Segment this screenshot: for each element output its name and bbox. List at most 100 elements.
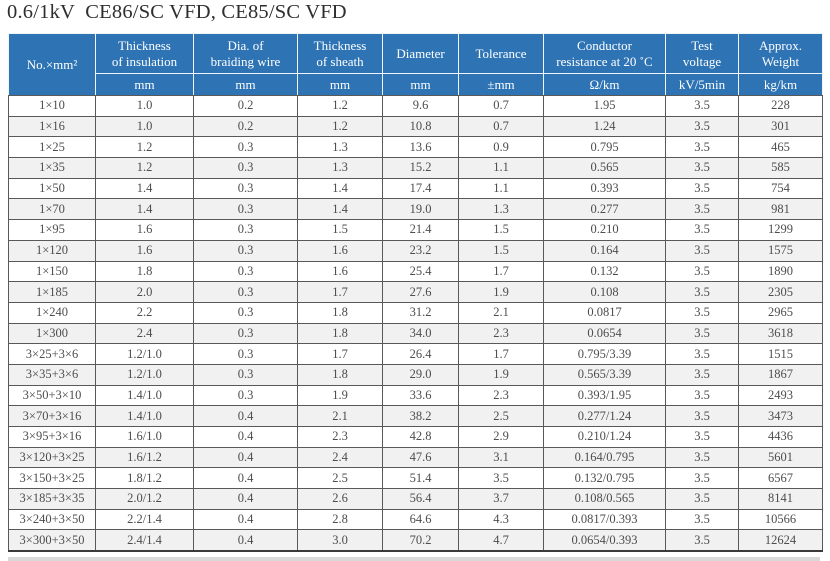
table-row: 3×50+3×10 1.4/1.0 0.3 1.9 33.6 2.3 0.393/1.95 3…	[8, 384, 823, 407]
table-row: 3×300+3×50 2.4/1.4 0.4 3.0 70.2 4.7 0.0654/0.3…	[8, 529, 823, 553]
data-cell: 1.0	[95, 115, 194, 138]
data-cell: 0.0817	[543, 301, 666, 324]
data-cell: 3.5	[665, 322, 739, 345]
data-cell: 0.3	[193, 157, 298, 179]
row-size-cell: 1×10	[8, 95, 96, 117]
data-cell: 33.6	[382, 384, 459, 407]
data-cell: 3.5	[665, 219, 739, 241]
next-section-cutoff-strip	[8, 557, 820, 561]
header-cell-tolerance: Tolerance	[458, 33, 544, 74]
data-cell: 3.7	[458, 488, 544, 510]
data-cell: 4.7	[458, 529, 544, 553]
row-size-cell: 1×300	[8, 322, 96, 345]
data-cell: 3.5	[665, 467, 739, 490]
data-cell: 0.393	[543, 177, 666, 200]
data-cell: 13.6	[382, 136, 459, 159]
data-cell: 0.3	[193, 177, 298, 200]
data-cell: 0.3	[193, 281, 298, 303]
data-cell: 1.7	[458, 343, 544, 365]
data-cell: 9.6	[382, 95, 459, 117]
data-cell: 21.4	[382, 219, 459, 241]
row-size-cell: 3×120+3×25	[8, 446, 96, 469]
data-cell: 1.4/1.0	[95, 384, 194, 407]
data-cell: 0.108	[543, 281, 666, 303]
data-cell: 0.4	[193, 405, 298, 427]
data-cell: 0.3	[193, 219, 298, 241]
data-cell: 2.4	[95, 322, 194, 345]
row-size-cell: 3×150+3×25	[8, 467, 96, 490]
data-cell: 0.795/3.39	[543, 343, 666, 365]
data-cell: 51.4	[382, 467, 459, 490]
data-cell: 3.5	[665, 301, 739, 324]
row-size-cell: 1×50	[8, 177, 96, 200]
data-cell: 1.9	[297, 384, 383, 407]
data-cell: 0.210/1.24	[543, 426, 666, 448]
data-cell: 0.4	[193, 529, 298, 553]
data-cell: 1.3	[297, 157, 383, 179]
data-cell: 2.4/1.4	[95, 529, 194, 553]
table-row: 3×185+3×35 2.0/1.2 0.4 2.6 56.4 3.7 0.108/0.56…	[8, 488, 823, 510]
table-row: 1×50 1.4 0.3 1.4 17.4 1.1 0.393 3.5 754	[8, 177, 823, 200]
header-cell-diameter: Diameter	[382, 33, 459, 74]
data-cell: 2.3	[297, 426, 383, 448]
header-row-units: mm mm mm mm ±mm Ω/km kV/5min kg/km	[9, 73, 823, 96]
unit-cell-tolerance: ±mm	[458, 73, 544, 96]
row-size-cell: 1×35	[8, 157, 96, 179]
row-size-cell: 3×185+3×35	[8, 488, 96, 510]
data-cell: 27.6	[382, 281, 459, 303]
data-cell: 1.0	[95, 95, 194, 117]
row-size-cell: 3×50+3×10	[8, 384, 96, 407]
data-cell: 0.7	[458, 115, 544, 138]
data-cell: 0.4	[193, 508, 298, 531]
data-cell: 2.5	[297, 467, 383, 490]
row-size-cell: 3×300+3×50	[8, 529, 96, 553]
unit-cell-insulation-thickness: mm	[95, 73, 194, 96]
data-cell: 0.2	[193, 95, 298, 117]
data-cell: 0.132	[543, 260, 666, 283]
data-cell: 0.2	[193, 115, 298, 138]
data-cell: 1.6	[297, 260, 383, 283]
data-cell: 3.5	[665, 363, 739, 386]
unit-cell-test-voltage: kV/5min	[665, 73, 739, 96]
data-cell: 2305	[738, 281, 823, 303]
data-cell: 1.24	[543, 115, 666, 138]
data-cell: 1.5	[458, 239, 544, 262]
data-cell: 1.2	[297, 115, 383, 138]
unit-cell-braiding-wire-dia: mm	[193, 73, 298, 96]
unit-cell-conductor-resistance: Ω/km	[543, 73, 666, 96]
data-cell: 23.2	[382, 239, 459, 262]
data-cell: 42.8	[382, 426, 459, 448]
data-cell: 2.6	[297, 488, 383, 510]
table-body: 1×10 1.0 0.2 1.2 9.6 0.7 1.95 3.5 228 1×16 1.0 0.2 1…	[8, 95, 823, 553]
data-cell: 0.9	[458, 136, 544, 159]
data-cell: 1.6	[95, 239, 194, 262]
data-cell: 0.4	[193, 426, 298, 448]
row-size-cell: 3×240+3×50	[8, 508, 96, 531]
data-cell: 3.5	[665, 239, 739, 262]
data-cell: 0.3	[193, 363, 298, 386]
table-row: 3×70+3×16 1.4/1.0 0.4 2.1 38.2 2.5 0.277/1.24 3…	[8, 405, 823, 427]
data-cell: 1.5	[297, 219, 383, 241]
data-cell: 0.3	[193, 239, 298, 262]
table-row: 1×150 1.8 0.3 1.6 25.4 1.7 0.132 3.5 1890	[8, 260, 823, 283]
data-cell: 1.2	[95, 136, 194, 159]
data-cell: 0.132/0.795	[543, 467, 666, 490]
data-cell: 1890	[738, 260, 823, 283]
data-cell: 1.9	[458, 281, 544, 303]
header-cell-size: No.×mm²	[8, 33, 96, 96]
data-cell: 0.565	[543, 157, 666, 179]
data-cell: 3.5	[665, 95, 739, 117]
data-cell: 3.0	[297, 529, 383, 553]
data-cell: 2493	[738, 384, 823, 407]
row-size-cell: 3×70+3×16	[8, 405, 96, 427]
unit-cell-diameter: mm	[382, 73, 459, 96]
data-cell: 0.0654/0.393	[543, 529, 666, 553]
header-cell-approx-weight: Approx. Weight	[738, 33, 823, 74]
data-cell: 3.5	[665, 529, 739, 553]
data-cell: 0.7	[458, 95, 544, 117]
header-row-labels: No.×mm² Thickness of insulation Dia. of …	[8, 33, 823, 96]
row-size-cell: 1×150	[8, 260, 96, 283]
data-cell: 1575	[738, 239, 823, 262]
data-cell: 1.4	[297, 177, 383, 200]
data-cell: 1.9	[458, 363, 544, 386]
